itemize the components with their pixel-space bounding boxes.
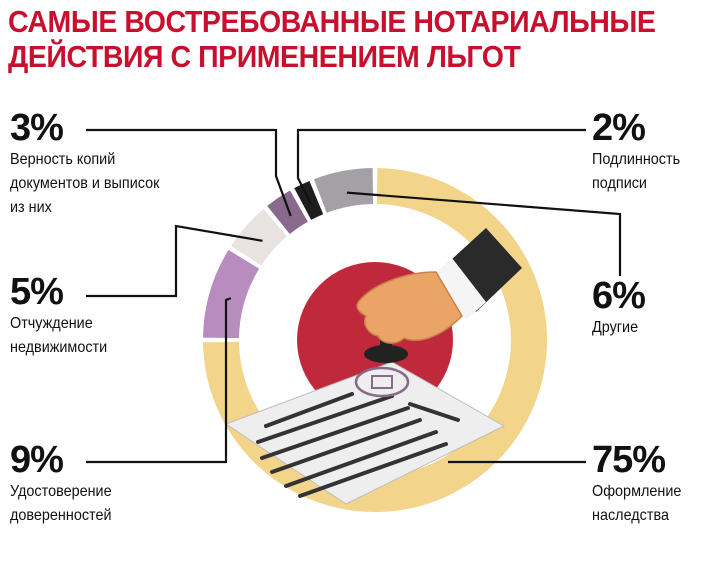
leader-lines bbox=[86, 128, 622, 464]
slice-copies bbox=[267, 190, 308, 235]
text-other: Другие bbox=[592, 319, 639, 336]
label-signature: 2% Подлинность подписи bbox=[592, 108, 690, 196]
text-inheritance: Оформление наследства bbox=[592, 483, 682, 524]
pct-other: 6% bbox=[592, 275, 646, 317]
stamp-imprint-icon bbox=[354, 366, 410, 398]
pct-power-of-attorney: 9% bbox=[10, 439, 64, 481]
title-line-2: ДЕЙСТВИЯ С ПРИМЕНЕНИЕМ ЛЬГОТ bbox=[8, 39, 521, 74]
label-other: 6% Другие bbox=[592, 275, 646, 340]
notary-illustration bbox=[224, 228, 522, 505]
slice-power-of-attorney bbox=[203, 249, 260, 339]
text-power-of-attorney: Удостоверение доверенностей bbox=[10, 483, 112, 524]
text-signature: Подлинность подписи bbox=[592, 151, 681, 192]
document-text-lines bbox=[256, 392, 460, 498]
pct-copies: 3% bbox=[10, 107, 64, 149]
label-realty: 5% Отчуждение недвижимости bbox=[10, 272, 118, 360]
hand-icon bbox=[356, 271, 463, 344]
leader-copies bbox=[86, 128, 292, 217]
donut-slices bbox=[203, 168, 547, 512]
leader-signature bbox=[296, 128, 586, 205]
text-realty: Отчуждение недвижимости bbox=[10, 315, 108, 356]
pct-signature: 2% bbox=[592, 107, 646, 149]
leader-other bbox=[346, 191, 622, 276]
text-copies: Верность копий документов и выписок из н… bbox=[10, 151, 160, 216]
slice-other bbox=[313, 168, 374, 213]
title-line-1: САМЫЕ ВОСТРЕБОВАННЫЕ НОТАРИАЛЬНЫЕ bbox=[8, 4, 656, 39]
chart-title: САМЫЕ ВОСТРЕБОВАННЫЕ НОТАРИАЛЬНЫЕ ДЕЙСТВ… bbox=[8, 4, 656, 74]
leader-realty bbox=[86, 224, 263, 298]
label-inheritance: 75% Оформление наследства bbox=[592, 440, 691, 528]
leader-power-of-attorney bbox=[86, 297, 232, 464]
label-power-of-attorney: 9% Удостоверение доверенностей bbox=[10, 440, 123, 528]
slice-realty bbox=[231, 209, 287, 266]
label-copies: 3% Верность копий документов и выписок и… bbox=[10, 108, 176, 220]
pct-realty: 5% bbox=[10, 271, 64, 313]
pct-inheritance: 75% bbox=[592, 439, 666, 481]
